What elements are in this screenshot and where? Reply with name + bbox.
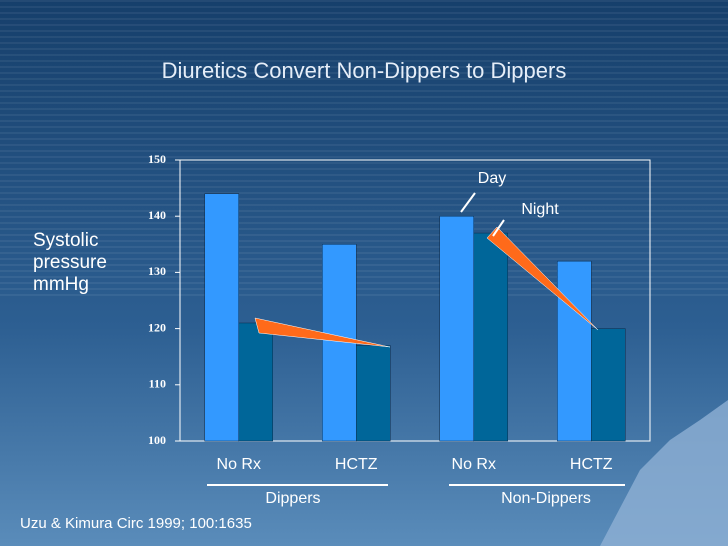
bar xyxy=(204,193,239,442)
trend-wedge xyxy=(254,317,391,348)
y-tick-label: 130 xyxy=(148,264,166,278)
bar xyxy=(238,322,273,442)
y-tick-label: 100 xyxy=(148,433,166,447)
bar xyxy=(473,232,508,442)
x-tick-label: HCTZ xyxy=(570,456,613,473)
group-label: Dippers xyxy=(265,490,320,507)
stripes xyxy=(0,0,728,300)
y-tick-label: 150 xyxy=(148,152,166,166)
source: Uzu & Kimura Circ 1999; 100:1635 xyxy=(20,515,252,532)
plot-frame xyxy=(179,159,651,442)
pointer xyxy=(460,192,476,213)
x-tick-label: No Rx xyxy=(452,456,496,473)
x-tick-label: HCTZ xyxy=(335,456,378,473)
y-tick-label: 120 xyxy=(148,320,166,334)
y-axis-label: Systolic pressure mmHg xyxy=(33,230,107,295)
bar xyxy=(439,215,474,442)
bar xyxy=(557,260,592,442)
x-tick-label: No Rx xyxy=(217,456,261,473)
bar xyxy=(591,328,626,442)
series-label: Day xyxy=(478,170,506,187)
pointer xyxy=(492,219,505,237)
bar xyxy=(356,345,391,442)
y-tick-label: 140 xyxy=(148,208,166,222)
trend-wedge xyxy=(486,226,599,331)
chart-title: Diuretics Convert Non-Dippers to Dippers xyxy=(162,58,567,83)
mountain xyxy=(600,400,728,546)
y-tick-label: 110 xyxy=(149,377,166,391)
group-label: Non-Dippers xyxy=(501,490,591,507)
series-label: Night xyxy=(521,201,559,218)
